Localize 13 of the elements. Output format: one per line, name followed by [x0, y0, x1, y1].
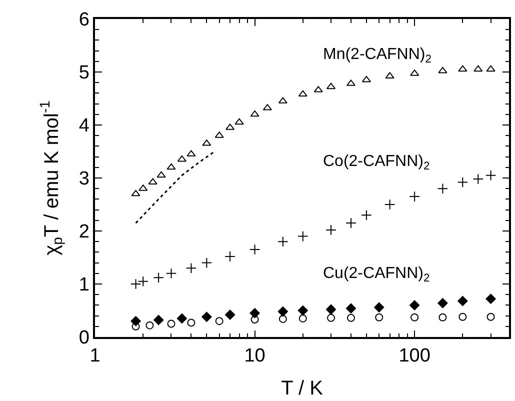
y-tick-label: 3 — [78, 168, 90, 190]
x-tick-label: 10 — [244, 346, 266, 367]
annotation: Cu(2-CAFNN)$_{2}$ — [323, 265, 430, 284]
annotation: Co(2-CAFNN)$_{2}$ — [323, 153, 430, 172]
y-tick-label: 0 — [78, 328, 90, 349]
y-tick-label: 1 — [78, 274, 90, 296]
y-tick-label: 4 — [78, 116, 90, 137]
y-tick-label: 2 — [78, 222, 90, 243]
x-tick-label: 100 — [398, 346, 430, 367]
annotation: Mn(2-CAFNN)$_{2}$ — [323, 46, 432, 66]
y-tick-label: 5 — [78, 62, 90, 84]
x-axis-title: T / K — [281, 378, 324, 400]
y-tick-label: 6 — [78, 10, 90, 31]
